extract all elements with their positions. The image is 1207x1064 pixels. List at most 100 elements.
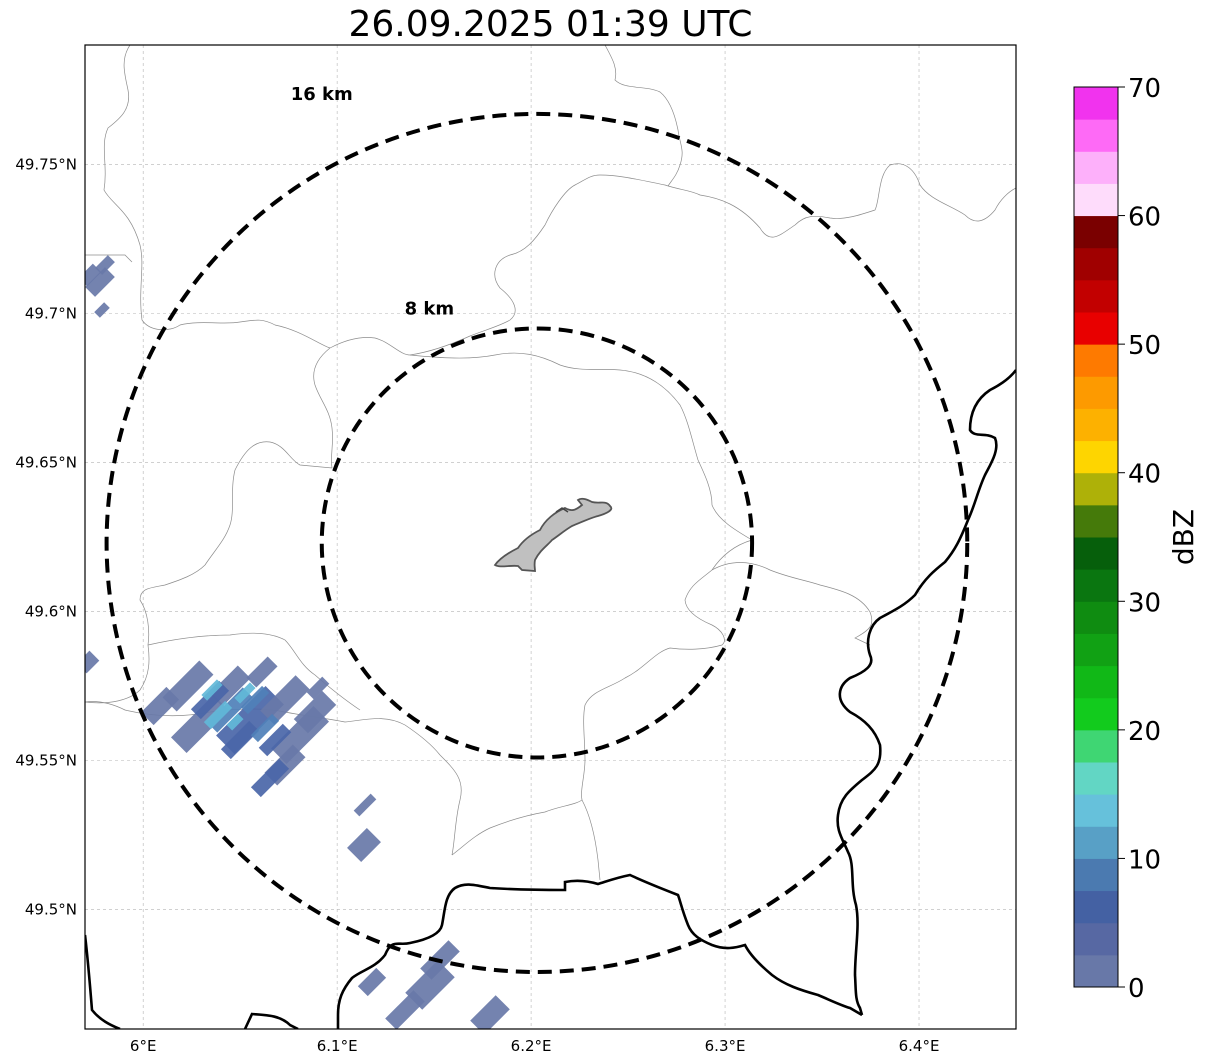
colorbar-segment: [1074, 119, 1118, 152]
national-border-south-2: [243, 1012, 299, 1029]
echo-cell: [94, 302, 110, 318]
echo-cell: [162, 660, 214, 712]
latitude-ticks: 49.75°N 49.7°N 49.65°N 49.6°N 49.55°N 49.5°N: [15, 155, 77, 918]
colorbar-frame: [1073, 86, 1119, 988]
colorbar-segment: [1074, 151, 1118, 184]
colorbar-segment: [1074, 87, 1118, 120]
echo-cell: [85, 263, 102, 287]
echo-cell: [95, 255, 115, 275]
colorbar-tick-label: 50: [1128, 331, 1161, 361]
commune-boundary: [439, 754, 462, 856]
colorbar-segment: [1074, 569, 1118, 602]
colorbar-segment: [1074, 312, 1118, 345]
range-ring-16km: [104, 111, 970, 975]
colorbar-segment: [1074, 408, 1118, 442]
echo-cell: [85, 650, 100, 674]
commune-boundary: [604, 45, 683, 187]
colorbar-segment: [1074, 601, 1118, 634]
colorbar-segment: [1074, 794, 1118, 827]
colorbar-tick-label: 60: [1128, 203, 1161, 233]
commune-boundary: [85, 254, 133, 263]
map-title: 26.09.2025 01:39 UTC: [348, 4, 753, 45]
city-polygon: [493, 497, 613, 572]
colorbar-segment: [1074, 376, 1118, 409]
colorbar-segment: [1074, 247, 1118, 281]
range-ring-label: 8 km: [405, 298, 455, 319]
lat-tick-label: 49.75°N: [15, 155, 77, 173]
echo-cell: [246, 656, 278, 688]
colorbar-segment: [1074, 954, 1118, 988]
colorbar-segment: [1074, 826, 1118, 859]
echo-cell: [385, 990, 425, 1029]
commune-boundary: [711, 562, 873, 646]
colorbar-segment: [1074, 344, 1118, 377]
echo-cell: [353, 793, 377, 817]
lon-tick-label: 6.3°E: [705, 1037, 746, 1055]
commune-boundary: [329, 163, 1016, 356]
lat-tick-label: 49.65°N: [15, 453, 77, 471]
commune-boundary: [103, 45, 331, 349]
colorbar-segment: [1074, 504, 1118, 538]
commune-boundary: [581, 799, 601, 881]
echo-cell: [240, 685, 270, 715]
city-district-line: [555, 507, 569, 513]
colorbar-segment: [1074, 440, 1118, 474]
lon-tick-label: 6°E: [130, 1037, 157, 1055]
colorbar-tick-label: 10: [1128, 845, 1161, 875]
echo-cell: [357, 967, 387, 997]
colorbar-segment: [1074, 729, 1118, 763]
range-rings: 8 km 16 km: [104, 84, 970, 975]
echo-cell: [347, 828, 381, 862]
echo-cell: [171, 695, 229, 753]
echo-cell: [260, 675, 310, 725]
commune-boundary: [409, 352, 753, 541]
echo-cell: [190, 680, 230, 720]
lon-tick-label: 6.1°E: [317, 1037, 358, 1055]
colorbar: 0 10 20 30 40 50 60 70 dBZ: [1073, 74, 1200, 1004]
map-frame: [84, 44, 1017, 1030]
lat-tick-label: 49.55°N: [15, 752, 77, 770]
echo-cell: [293, 690, 337, 734]
colorbar-segment: [1074, 215, 1118, 249]
range-ring-label: 16 km: [291, 84, 353, 105]
colorbar-segment: [1074, 858, 1118, 892]
echo-cell: [203, 700, 233, 730]
colorbar-segment: [1074, 183, 1118, 217]
colorbar-tick-label: 70: [1128, 74, 1161, 104]
colorbar-segment: [1074, 279, 1118, 313]
echo-cell: [226, 713, 244, 731]
map-area: 8 km 16 km 6°E 6.1°E 6.2°E 6.3°E 6.4°E 49.75°…: [15, 44, 1017, 1055]
lat-tick-label: 49.5°N: [25, 901, 77, 919]
national-border-east: [836, 369, 1016, 1016]
range-ring-8km: [319, 326, 755, 760]
lon-tick-label: 6.4°E: [899, 1037, 940, 1055]
colorbar-tick-label: 30: [1128, 588, 1161, 618]
echo-cell: [216, 686, 284, 754]
gridlines: [85, 45, 1016, 1029]
lat-tick-label: 49.6°N: [25, 603, 77, 621]
echo-cell: [220, 720, 260, 760]
echo-cell: [250, 713, 280, 743]
echo-cell: [258, 723, 292, 757]
colorbar-segment: [1074, 537, 1118, 570]
lat-tick-label: 49.7°N: [25, 304, 77, 322]
commune-boundary: [451, 539, 753, 856]
echo-cell: [85, 267, 115, 297]
radar-echoes: [85, 255, 510, 1029]
national-borders: [85, 369, 1016, 1029]
national-border-south: [336, 873, 863, 1029]
national-border-southwest: [85, 934, 121, 1029]
colorbar-segment: [1074, 890, 1118, 924]
echo-cell: [470, 995, 510, 1029]
colorbar-tick-label: 0: [1128, 974, 1145, 1004]
colorbar-tick-label: 20: [1128, 717, 1161, 747]
echo-cell: [201, 679, 223, 701]
colorbar-segment: [1074, 472, 1118, 506]
colorbar-segment: [1074, 697, 1118, 731]
longitude-ticks: 6°E 6.1°E 6.2°E 6.3°E 6.4°E: [130, 1037, 940, 1055]
lon-tick-label: 6.2°E: [511, 1037, 552, 1055]
echo-cell: [250, 758, 290, 798]
echo-cell: [234, 682, 256, 704]
colorbar-segment: [1074, 633, 1118, 667]
